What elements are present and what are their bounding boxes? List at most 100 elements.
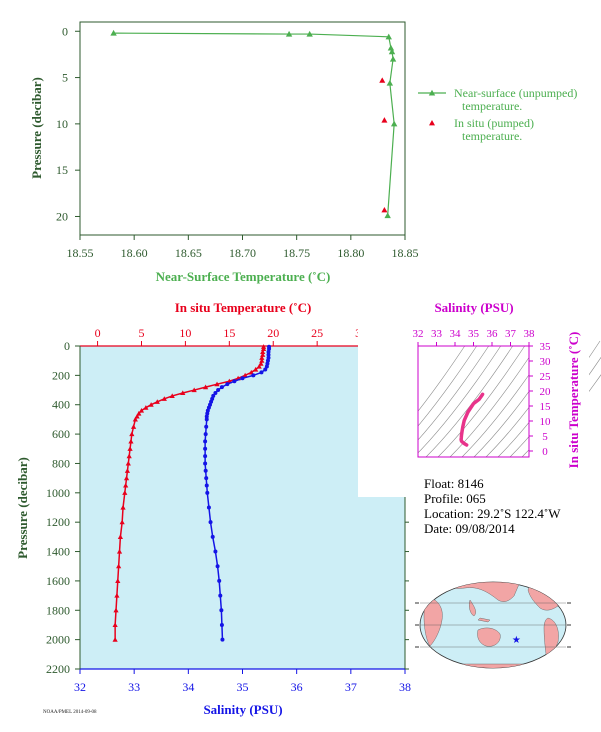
temperature-point <box>180 390 186 396</box>
pressure-tick-label: 2000 <box>46 633 70 647</box>
near-surface-point <box>306 30 313 37</box>
salinity-point <box>251 373 256 378</box>
salinity-point <box>208 520 213 525</box>
temperature-point <box>148 402 154 407</box>
salinity-point <box>203 468 208 473</box>
temperature-point <box>259 355 265 360</box>
near-surface-x-axis-label: Near-Surface Temperature (˚C) <box>156 269 331 284</box>
near-surface-point <box>110 29 117 36</box>
x-tick-label: 18.70 <box>229 246 256 260</box>
legend-label-near-surface-2: temperature. <box>462 99 522 113</box>
ts-ticks: 32 33 34 35 36 37 38 0 5 10 15 20 25 30 35 <box>413 328 552 458</box>
temperature-tick-label: 0 <box>95 326 101 340</box>
pressure-tick-label: 1600 <box>46 574 70 588</box>
x-tick-label: 18.80 <box>337 246 364 260</box>
temperature-point <box>260 349 266 354</box>
near-surface-legend: Near-surface (unpumped)temperature.In si… <box>418 86 577 143</box>
near-surface-point <box>386 79 394 86</box>
pressure-tick-label: 1000 <box>46 486 70 500</box>
pressure-tick-label: 0 <box>64 339 70 353</box>
x-tick-label: 18.75 <box>283 246 310 260</box>
density-contour <box>413 340 505 458</box>
pressure-tick-label: 2200 <box>46 662 70 676</box>
date: Date: 09/08/2014 <box>424 521 515 536</box>
salinity-point <box>266 349 271 354</box>
temperature-point <box>248 369 254 375</box>
float-id: Float: 8146 <box>424 476 484 491</box>
salinity-point <box>203 432 208 437</box>
salinity-point <box>206 505 211 510</box>
salinity-point <box>203 461 208 466</box>
legend-label-in-situ: In situ (pumped) <box>454 116 534 130</box>
salinity-tick-label: 37 <box>345 680 357 694</box>
temperature-point <box>256 363 262 369</box>
ts-salinity-tick-label: 34 <box>450 328 462 340</box>
contour-mask-bottom <box>358 457 558 497</box>
temperature-point <box>128 438 134 444</box>
ts-salinity-axis-label: Salinity (PSU) <box>434 300 513 315</box>
salinity-point <box>204 424 209 429</box>
salinity-point <box>216 388 221 393</box>
salinity-point <box>219 622 224 627</box>
temperature-point <box>129 431 135 437</box>
temperature-point <box>115 578 121 583</box>
ts-salinity-tick-label: 37 <box>505 328 517 340</box>
temperature-point <box>114 592 120 598</box>
temperature-point <box>130 424 137 429</box>
temperature-tick-label: 15 <box>223 326 235 340</box>
salinity-point <box>215 564 220 569</box>
ts-salinity-tick-label: 36 <box>487 328 499 340</box>
salinity-point <box>232 379 237 384</box>
near-surface-y-axis-label: Pressure (decibar) <box>29 77 44 179</box>
ts-salinity-tick-label: 35 <box>468 328 480 340</box>
salinity-point <box>204 414 209 419</box>
temperature-point <box>125 460 131 466</box>
salinity-point <box>203 439 208 444</box>
pressure-tick-label: 1400 <box>46 545 70 559</box>
temperature-point <box>112 622 118 628</box>
ts-temperature-tick-label: 30 <box>540 356 552 368</box>
salinity-point <box>219 608 224 613</box>
temperature-tick-label: 5 <box>138 326 144 340</box>
salinity-point <box>204 483 209 488</box>
near-surface-point <box>389 55 397 62</box>
salinity-point <box>266 352 271 357</box>
temperature-point <box>127 446 133 451</box>
temperature-point <box>120 504 126 510</box>
footer-credit: NOAA/PMEL 2014-09-08 <box>43 710 97 715</box>
temperature-point <box>242 372 248 378</box>
ts-temperature-tick-label: 20 <box>540 386 552 398</box>
pressure-tick-label: 1200 <box>46 515 70 529</box>
temperature-tick-label: 25 <box>311 326 323 340</box>
map-tick-marks <box>415 602 571 648</box>
in-situ-point <box>381 117 388 123</box>
profile-y-axis-label: Pressure (decibar) <box>15 457 30 559</box>
temperature-point <box>119 519 125 525</box>
temperature-point <box>136 410 142 416</box>
legend-marker-in-situ <box>429 120 435 126</box>
x-tick-label: 18.55 <box>67 246 94 260</box>
temperature-point <box>260 352 266 357</box>
location: Location: 29.2˚S 122.4˚W <box>424 506 561 521</box>
salinity-tick-label: 33 <box>128 680 140 694</box>
pressure-tick-label: 800 <box>52 456 70 470</box>
y-tick-label: 20 <box>56 209 68 223</box>
density-contour <box>437 340 529 458</box>
near-surface-chart: 18.55 18.60 18.65 18.70 18.75 18.80 18.85 0 5 10 1… <box>29 21 577 284</box>
y-tick-label: 15 <box>56 163 68 177</box>
temperature-tick-label: 10 <box>179 326 191 340</box>
salinity-point <box>205 490 210 495</box>
ts-diagram: 32 33 34 35 36 37 38 0 5 10 15 20 25 30 35 Salinity (P… <box>358 300 601 497</box>
temperature-point <box>203 384 209 390</box>
salinity-point <box>203 446 208 451</box>
salinity-point <box>204 476 209 481</box>
ts-salinity-tick-label: 33 <box>431 328 443 340</box>
ts-temperature-tick-label: 10 <box>540 416 552 428</box>
salinity-axis-label: Salinity (PSU) <box>203 702 282 717</box>
near-surface-plot-frame <box>79 21 406 236</box>
near-surface-point <box>285 30 293 37</box>
legend-marker-near-surface <box>428 89 436 96</box>
near-surface-point <box>384 212 391 219</box>
profile-number: Profile: 065 <box>424 491 486 506</box>
ts-series <box>459 392 485 447</box>
